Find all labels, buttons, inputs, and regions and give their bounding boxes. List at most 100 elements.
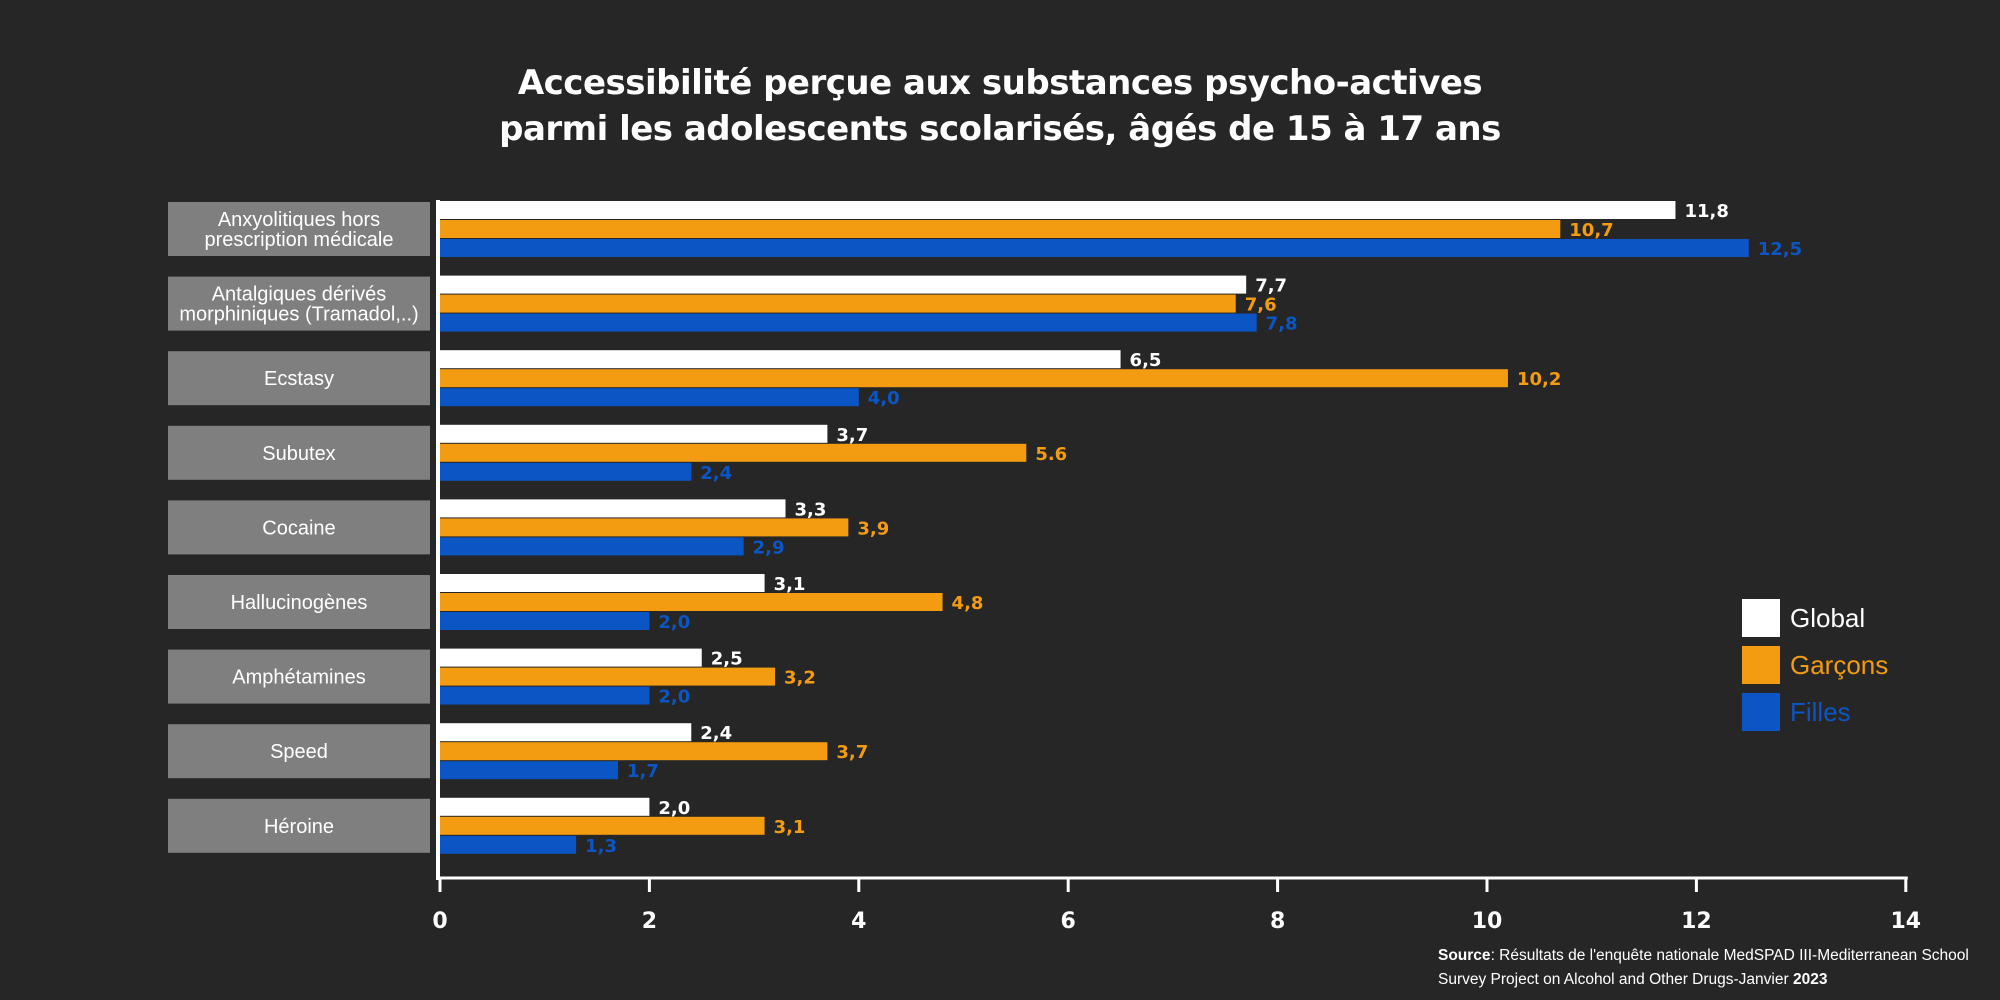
category-box — [168, 798, 430, 853]
source-line-2: Survey Project on Alcohol and Other Drug… — [1438, 968, 1998, 992]
bar-garcons — [440, 518, 849, 537]
category-label: Subutex — [262, 443, 335, 465]
bar-global — [440, 275, 1247, 294]
bar-filles — [440, 462, 692, 481]
data-label: 2,0 — [658, 798, 690, 819]
category-box — [168, 500, 430, 555]
bar-garcons — [440, 220, 1561, 238]
category-label: Héroine — [264, 816, 334, 838]
bar-filles — [440, 686, 650, 705]
source-note: Source: Résultats de l'enquête nationale… — [1438, 944, 1998, 992]
category-label: Anxyolitiques hors — [218, 209, 380, 231]
bar-garcons — [440, 443, 1027, 462]
data-label: 3,7 — [836, 742, 868, 763]
data-label: 2,4 — [700, 463, 732, 484]
source-line-1: Source: Résultats de l'enquête nationale… — [1438, 944, 1998, 968]
category-box — [168, 575, 430, 629]
chart-title-line-1: Accessibilité perçue aux substances psyc… — [517, 63, 1483, 103]
x-tick-label: 12 — [1681, 909, 1712, 934]
x-tick-label: 8 — [1270, 909, 1285, 934]
x-tick-label: 2 — [642, 909, 657, 934]
data-label: 2,9 — [753, 537, 785, 558]
category-box — [168, 649, 430, 704]
category-box — [168, 425, 430, 480]
source-text-2: Survey Project on Alcohol and Other Drug… — [1438, 971, 1793, 988]
legend: Global Garçons Filles — [1742, 595, 1888, 736]
x-tick-label: 0 — [432, 909, 447, 934]
bar-global — [440, 350, 1121, 369]
source-label: Source — [1438, 947, 1491, 964]
bar-global — [440, 499, 786, 518]
legend-swatch-filles — [1742, 693, 1780, 731]
bar-global — [440, 424, 828, 443]
bar-garcons — [440, 593, 943, 611]
category-box — [168, 202, 430, 256]
data-label: 3,3 — [795, 499, 827, 520]
bar-filles — [440, 761, 618, 780]
legend-label-garcons: Garçons — [1790, 649, 1889, 680]
data-label: 11,8 — [1684, 201, 1728, 222]
data-label: 4,8 — [952, 593, 984, 614]
chart-title: Accessibilité perçue aux substances psyc… — [0, 60, 2000, 152]
data-label: 2,5 — [711, 649, 743, 670]
source-text-1: : Résultats de l'enquête nationale MedSP… — [1490, 947, 1969, 964]
source-year: 2023 — [1792, 971, 1828, 988]
data-label: 5.6 — [1035, 444, 1067, 465]
category-label: Hallucinogènes — [231, 592, 368, 614]
data-label: 3,9 — [857, 518, 889, 539]
category-label: Amphétamines — [232, 667, 365, 689]
data-label: 2,0 — [658, 687, 690, 708]
category-label: Ecstasy — [264, 368, 334, 390]
legend-swatch-garcons — [1742, 646, 1780, 684]
bar-global — [440, 723, 692, 742]
category-box — [168, 276, 430, 331]
data-label: 7,7 — [1255, 276, 1287, 297]
legend-label-filles: Filles — [1790, 696, 1851, 727]
data-label: 7,6 — [1245, 295, 1277, 316]
bar-filles — [440, 313, 1257, 332]
bar-global — [440, 797, 650, 816]
category-label: prescription médicale — [205, 229, 394, 251]
bar-filles — [440, 835, 577, 854]
category-box — [168, 724, 430, 779]
legend-item-global: Global — [1742, 595, 1888, 641]
chart-title-line-2: parmi les adolescents scolarisés, âgés d… — [499, 109, 1501, 149]
data-label: 2,4 — [700, 723, 732, 744]
data-label: 10,7 — [1569, 220, 1613, 241]
legend-swatch-global — [1742, 599, 1780, 637]
data-label: 7,8 — [1266, 314, 1298, 335]
category-label: Speed — [270, 741, 328, 763]
category-label: Antalgiques dérivés — [212, 284, 387, 306]
bar-filles — [440, 239, 1749, 257]
bar-garcons — [440, 742, 828, 761]
legend-label-global: Global — [1790, 602, 1866, 633]
x-tick-label: 4 — [851, 909, 866, 934]
bar-garcons — [440, 369, 1508, 388]
bar-filles — [440, 537, 744, 556]
bar-global — [440, 648, 702, 667]
data-label: 10,2 — [1517, 369, 1561, 390]
bar-global — [440, 201, 1676, 219]
bar-garcons — [440, 294, 1236, 313]
data-label: 1,3 — [585, 836, 617, 857]
legend-item-filles: Filles — [1742, 689, 1888, 735]
category-label: morphiniques (Tramadol,..) — [179, 304, 418, 326]
x-tick-label: 10 — [1472, 909, 1503, 934]
data-label: 3,1 — [774, 574, 806, 595]
data-label: 3,2 — [784, 668, 816, 689]
data-label: 1,7 — [627, 761, 659, 782]
legend-item-garcons: Garçons — [1742, 642, 1888, 688]
bar-garcons — [440, 667, 776, 686]
data-label: 4,0 — [868, 388, 900, 409]
bar-filles — [440, 388, 859, 407]
data-label: 12,5 — [1758, 239, 1802, 260]
x-tick-label: 14 — [1890, 909, 1921, 934]
category-label: Cocaine — [262, 517, 335, 539]
data-label: 3,7 — [836, 425, 868, 446]
data-label: 3,1 — [774, 817, 806, 838]
bar-garcons — [440, 816, 765, 835]
bar-filles — [440, 612, 650, 630]
bar-global — [440, 574, 765, 592]
category-box — [168, 351, 430, 406]
